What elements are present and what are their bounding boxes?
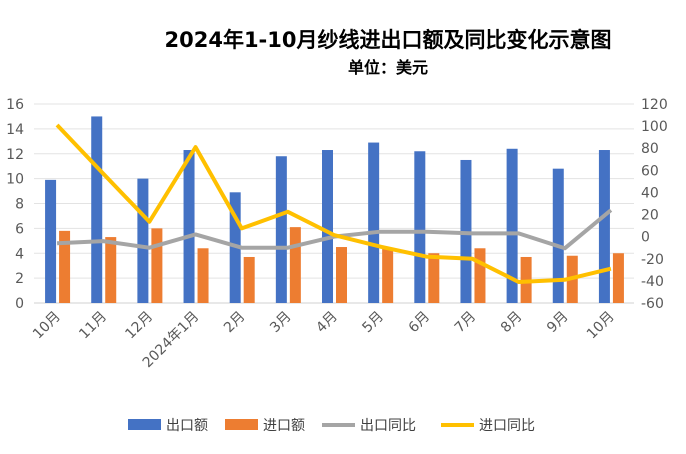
left-tick-label: 6: [15, 221, 24, 237]
right-tick-label: 40: [641, 185, 659, 201]
import-bar: [197, 248, 209, 303]
legend: 出口额 进口额 出口同比 进口同比: [128, 418, 535, 434]
export-bar: [506, 148, 518, 303]
x-tick-label: 2月: [221, 309, 249, 337]
left-tick-label: 0: [15, 296, 24, 312]
x-tick-label: 10月: [584, 309, 618, 343]
x-tick-label: 8月: [498, 309, 526, 337]
export-bar: [322, 150, 333, 303]
legend-label: 出口额: [166, 418, 208, 434]
chart-title: 2024年1-10月纱线进出口额及同比变化示意图: [165, 28, 612, 52]
right-tick-label: 20: [641, 208, 659, 224]
x-tick-label: 10月: [30, 309, 64, 343]
x-tick-label: 6月: [406, 309, 434, 337]
legend-label: 进口额: [263, 418, 305, 434]
x-tick-label: 7月: [452, 309, 480, 337]
legend-label: 进口同比: [479, 418, 535, 434]
export-bar: [414, 151, 426, 303]
lines: [55, 123, 613, 284]
legend-swatch: [128, 419, 161, 430]
import-bar: [105, 237, 117, 303]
bars: [45, 116, 624, 303]
right-tick-label: 60: [641, 163, 659, 179]
x-tick-label: 5月: [359, 309, 387, 337]
import-bar: [336, 247, 347, 303]
x-tick-label: 3月: [267, 309, 295, 337]
left-tick-label: 10: [6, 172, 24, 188]
left-tick-label: 14: [6, 122, 24, 138]
import-bar: [59, 230, 71, 303]
x-tick-label: 9月: [544, 309, 572, 337]
left-tick-label: 16: [6, 97, 24, 113]
right-tick-label: 0: [641, 230, 650, 246]
left-tick-label: 12: [6, 147, 24, 163]
import-bar: [289, 227, 301, 303]
legend-swatch: [225, 419, 258, 430]
import-bar: [474, 248, 486, 303]
export-bar: [552, 168, 564, 303]
left-tick-label: 2: [15, 271, 24, 287]
x-tick-label: 11月: [76, 309, 110, 343]
export-bar: [275, 156, 287, 303]
right-tick-label: 80: [641, 141, 659, 157]
export-bar: [91, 116, 103, 303]
gridlines: [34, 103, 634, 304]
legend-label: 出口同比: [360, 418, 416, 434]
import-bar: [151, 228, 163, 303]
right-tick-label: 100: [641, 119, 668, 135]
export-bar: [183, 150, 195, 303]
x-tick-label: 4月: [313, 309, 341, 337]
import-bar: [382, 248, 394, 303]
import-yoy-line: [55, 123, 612, 284]
right-tick-label: -40: [641, 274, 664, 290]
right-tick-label: -60: [641, 296, 664, 312]
export-bar: [598, 150, 610, 303]
right-axis-ticks: -60 -40 -20 0 20 40 60 80 100 120: [641, 97, 668, 312]
right-tick-label: -20: [641, 252, 664, 268]
left-tick-label: 4: [15, 246, 24, 262]
x-tick-label: 12月: [122, 309, 156, 343]
export-bar: [137, 178, 149, 303]
import-bar: [428, 253, 440, 303]
import-bar: [243, 256, 255, 303]
left-tick-label: 8: [15, 197, 24, 213]
right-tick-label: 120: [641, 97, 668, 113]
export-bar: [45, 179, 57, 303]
import-bar: [612, 253, 624, 303]
export-bar: [368, 142, 380, 303]
chart-subtitle: 单位：美元: [348, 58, 428, 77]
left-axis-ticks: 0 2 4 6 8 10 12 14 16: [6, 97, 24, 312]
